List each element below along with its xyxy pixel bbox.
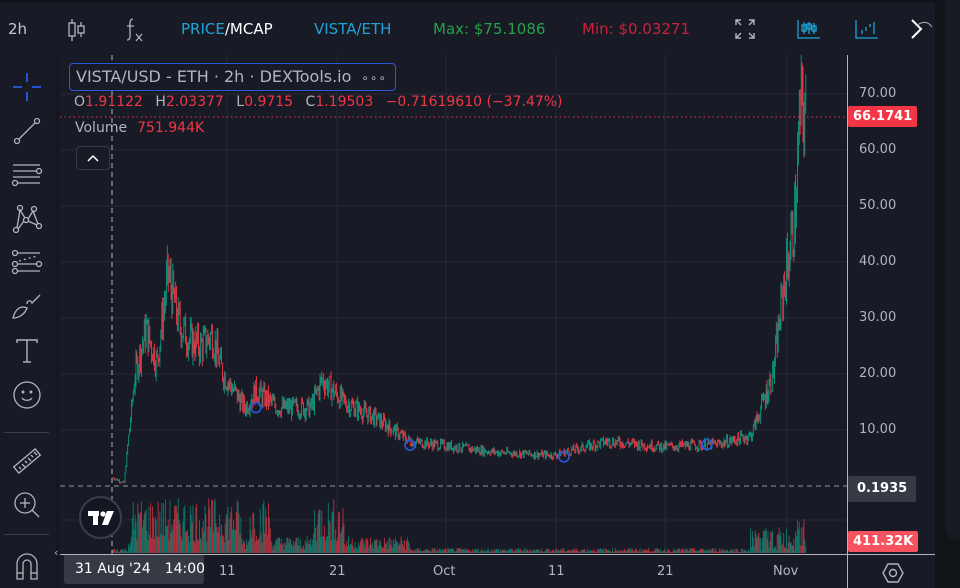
zoom-tool[interactable] bbox=[8, 486, 46, 524]
change-value: −0.71619610 (−37.47%) bbox=[385, 94, 563, 110]
low-label: L bbox=[236, 94, 245, 110]
timeframe-selector[interactable]: 2h bbox=[8, 20, 28, 38]
smiley-icon bbox=[13, 381, 41, 409]
more-options-icon[interactable]: ∘∘∘ bbox=[361, 71, 387, 85]
drawing-toolbar: ‹ bbox=[0, 55, 59, 588]
text-tool[interactable] bbox=[8, 332, 46, 370]
open-label: O bbox=[74, 94, 86, 110]
fullscreen-icon[interactable] bbox=[734, 18, 756, 44]
crosshair-time: 14:00 bbox=[164, 561, 206, 577]
crosshair-tool[interactable] bbox=[8, 68, 46, 106]
tradingview-icon bbox=[87, 510, 114, 525]
fib-lines-icon bbox=[11, 164, 43, 187]
measure-tool[interactable] bbox=[8, 442, 46, 480]
indicators-icon[interactable] bbox=[124, 17, 146, 47]
time-axis-label: 11 bbox=[219, 564, 236, 579]
time-axis-label: 11 bbox=[548, 564, 565, 579]
trendline-tool[interactable] bbox=[8, 112, 46, 150]
min-price-label: Min: $0.03271 bbox=[582, 20, 691, 38]
tradingview-logo[interactable] bbox=[79, 496, 122, 539]
time-axis-label: 21 bbox=[329, 564, 346, 579]
ohlc-values: O1.91122 H2.03377 L0.9715 C1.19503 −0.71… bbox=[74, 94, 571, 110]
emoji-tool[interactable] bbox=[8, 376, 46, 414]
open-value: 1.91122 bbox=[85, 94, 143, 110]
collapse-legend-button[interactable] bbox=[76, 146, 110, 170]
toolbar-divider bbox=[4, 432, 49, 433]
high-label: H bbox=[155, 94, 166, 110]
collapse-toolbar-chevron-icon[interactable]: ‹ bbox=[54, 546, 59, 559]
separator: / bbox=[224, 20, 230, 38]
price-axis-label: 10.00 bbox=[859, 422, 897, 437]
volume-legend: Volume 751.944K bbox=[75, 120, 204, 136]
chart-settings-corner bbox=[847, 554, 935, 588]
trendline-icon bbox=[13, 117, 41, 145]
fib-tool[interactable] bbox=[8, 156, 46, 194]
zoom-in-icon bbox=[14, 492, 40, 518]
side-panel bbox=[935, 0, 960, 588]
symbol-title: VISTA/USD - ETH · 2h · DEXTools.io bbox=[76, 67, 352, 86]
crosshair-date-label: 31 Aug '24 14:00 bbox=[64, 555, 206, 584]
max-price-label: Max: $75.1086 bbox=[433, 20, 546, 38]
price-mcap-toggle[interactable]: PRICE/MCAP bbox=[181, 19, 273, 39]
settings-icon[interactable] bbox=[882, 562, 904, 584]
magnet-icon bbox=[16, 553, 38, 580]
brush-tool[interactable] bbox=[8, 288, 46, 326]
chevron-up-icon bbox=[87, 154, 99, 162]
crosshair-icon bbox=[13, 73, 41, 101]
price-option[interactable]: PRICE bbox=[181, 20, 225, 38]
candle-type-icon[interactable] bbox=[66, 17, 88, 47]
forecast-icon bbox=[11, 249, 43, 275]
close-label: C bbox=[305, 94, 316, 110]
xabcd-pattern-icon bbox=[12, 204, 42, 234]
high-value: 2.03377 bbox=[165, 94, 224, 110]
text-icon bbox=[16, 339, 38, 363]
mcap-option[interactable]: MCAP bbox=[229, 20, 273, 38]
price-axis-label: 30.00 bbox=[859, 310, 897, 325]
time-axis-label: 21 bbox=[657, 564, 674, 579]
symbol-legend[interactable]: VISTA/USD - ETH · 2h · DEXTools.io ∘∘∘ bbox=[69, 63, 396, 91]
close-value: 1.19503 bbox=[315, 94, 374, 110]
prediction-tool[interactable] bbox=[8, 244, 46, 282]
toolbar-divider bbox=[4, 534, 49, 535]
price-axis-label: 60.00 bbox=[859, 142, 897, 157]
volume-value: 751.944K bbox=[137, 120, 205, 136]
pair-toggle[interactable]: VISTA/ETH bbox=[314, 20, 392, 38]
bar-chart-icon[interactable] bbox=[855, 17, 879, 45]
price-axis[interactable]: 70.00 60.00 50.00 40.00 30.00 20.00 10.0… bbox=[847, 55, 935, 554]
crosshair-date: 31 Aug '24 bbox=[75, 561, 151, 577]
price-axis-label: 50.00 bbox=[859, 198, 897, 213]
time-axis-label: Oct bbox=[433, 564, 456, 579]
current-price-tag: 66.1741 bbox=[848, 106, 918, 127]
crosshair-price-tag: 0.1935 bbox=[848, 476, 917, 502]
price-axis-label: 70.00 bbox=[859, 86, 897, 101]
price-axis-label: 40.00 bbox=[859, 254, 897, 269]
ruler-icon bbox=[12, 448, 42, 474]
price-axis-label: 20.00 bbox=[859, 366, 897, 381]
pattern-tool[interactable] bbox=[8, 200, 46, 238]
brush-icon bbox=[12, 294, 41, 319]
volume-label: Volume bbox=[75, 120, 128, 136]
side-panel-inner bbox=[945, 0, 960, 540]
magnet-tool[interactable] bbox=[8, 546, 46, 584]
low-value: 0.9715 bbox=[244, 94, 294, 110]
candlestick-chart-icon[interactable] bbox=[797, 17, 821, 45]
chart-pane[interactable] bbox=[60, 55, 847, 554]
time-axis-label: Nov bbox=[773, 564, 799, 579]
top-toolbar: 2h PRICE/MCAP VISTA/ETH Max: $75.1086 Mi… bbox=[0, 0, 935, 55]
volume-tag: 411.32K bbox=[848, 531, 919, 552]
collapse-panel-icon[interactable] bbox=[908, 17, 934, 45]
candlestick-plot[interactable] bbox=[60, 55, 847, 554]
